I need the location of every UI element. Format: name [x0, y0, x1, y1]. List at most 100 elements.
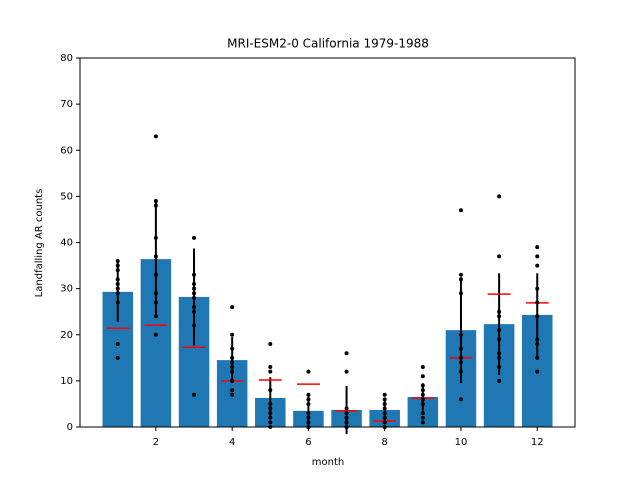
data-point	[306, 369, 311, 374]
data-point	[420, 383, 425, 388]
data-point	[497, 355, 502, 360]
data-point	[497, 309, 502, 314]
data-point	[344, 411, 349, 416]
data-point	[115, 341, 120, 346]
data-point	[382, 411, 387, 416]
data-point	[306, 401, 311, 406]
data-point	[192, 323, 197, 328]
data-point	[535, 300, 540, 305]
data-point	[115, 258, 120, 263]
data-point	[344, 351, 349, 356]
data-point	[382, 397, 387, 402]
data-point	[230, 332, 235, 337]
data-point	[420, 365, 425, 370]
data-point	[230, 305, 235, 310]
data-point	[382, 420, 387, 425]
data-point	[382, 401, 387, 406]
data-point	[306, 420, 311, 425]
data-point	[268, 341, 273, 346]
data-point	[153, 235, 158, 240]
data-point	[192, 291, 197, 296]
data-point	[192, 282, 197, 287]
data-point	[115, 268, 120, 273]
data-point	[344, 369, 349, 374]
x-tick-label: 2	[153, 437, 159, 448]
data-point	[420, 411, 425, 416]
data-point	[115, 282, 120, 287]
data-point	[192, 309, 197, 314]
x-tick-label: 6	[305, 437, 311, 448]
data-point	[153, 314, 158, 319]
data-point	[535, 369, 540, 374]
data-point	[497, 378, 502, 383]
data-point	[153, 291, 158, 296]
data-point	[535, 286, 540, 291]
data-point	[306, 411, 311, 416]
data-point	[420, 388, 425, 393]
y-tick-label: 20	[60, 330, 73, 341]
x-tick-label: 4	[229, 437, 235, 448]
data-point	[535, 337, 540, 342]
data-point	[268, 411, 273, 416]
data-point	[268, 401, 273, 406]
data-point	[306, 397, 311, 402]
data-point	[306, 415, 311, 420]
data-point	[115, 355, 120, 360]
data-point	[230, 388, 235, 393]
data-point	[535, 254, 540, 259]
data-point	[153, 300, 158, 305]
data-point	[192, 235, 197, 240]
data-point	[420, 397, 425, 402]
data-point	[497, 337, 502, 342]
data-point	[458, 291, 463, 296]
data-point	[192, 392, 197, 397]
data-point	[153, 254, 158, 259]
data-point	[420, 392, 425, 397]
data-point	[268, 420, 273, 425]
data-point	[306, 392, 311, 397]
data-point	[230, 365, 235, 370]
data-point	[268, 369, 273, 374]
data-point	[268, 388, 273, 393]
data-point	[230, 355, 235, 360]
data-point	[344, 415, 349, 420]
data-point	[458, 332, 463, 337]
data-point	[382, 406, 387, 411]
data-point	[230, 392, 235, 397]
data-point	[382, 392, 387, 397]
data-point	[192, 305, 197, 310]
y-tick-label: 10	[60, 376, 73, 387]
y-tick-label: 30	[60, 284, 73, 295]
data-point	[458, 397, 463, 402]
data-point	[458, 369, 463, 374]
data-point	[153, 198, 158, 203]
x-axis-label: month	[312, 457, 344, 468]
y-tick-label: 60	[60, 145, 73, 156]
data-point	[153, 203, 158, 208]
data-point	[268, 365, 273, 370]
y-tick-label: 0	[67, 422, 73, 433]
data-point	[268, 406, 273, 411]
data-point	[420, 415, 425, 420]
data-point	[535, 341, 540, 346]
data-point	[268, 415, 273, 420]
data-point	[344, 406, 349, 411]
data-point	[497, 328, 502, 333]
y-axis-label: Landfalling AR counts	[34, 189, 45, 298]
data-point	[535, 355, 540, 360]
data-point	[115, 263, 120, 268]
data-point	[230, 369, 235, 374]
data-point	[230, 346, 235, 351]
data-point	[420, 420, 425, 425]
data-point	[458, 277, 463, 282]
data-point	[420, 401, 425, 406]
data-point	[497, 254, 502, 259]
data-point	[458, 360, 463, 365]
data-point	[192, 286, 197, 291]
data-point	[153, 272, 158, 277]
data-point	[192, 295, 197, 300]
data-point	[458, 346, 463, 351]
y-tick-label: 40	[60, 238, 73, 249]
y-tick-label: 80	[60, 53, 73, 64]
chart-title: MRI-ESM2-0 California 1979-1988	[227, 37, 429, 51]
